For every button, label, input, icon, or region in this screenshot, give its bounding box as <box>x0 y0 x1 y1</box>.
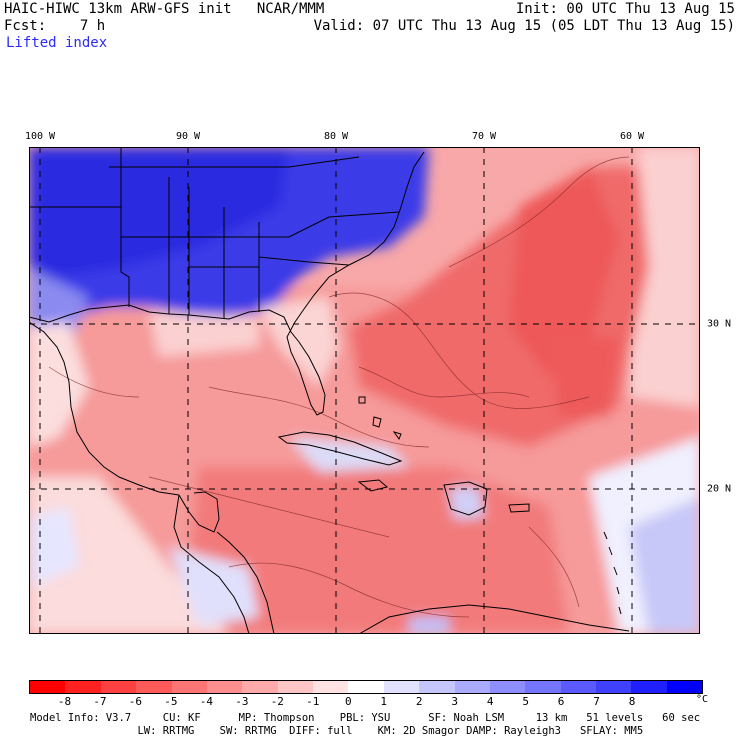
colorbar-tick-label: 3 <box>451 695 458 708</box>
lon-label-90w: 90 W <box>175 131 201 142</box>
colorbar-segment <box>525 681 561 693</box>
colorbar-segment <box>631 681 667 693</box>
colorbar-tick-label: 0 <box>344 695 352 708</box>
lon-label-100w: 100 W <box>24 131 56 142</box>
colorbar-tick-label: -5 <box>164 695 178 708</box>
map-border <box>29 147 700 634</box>
colorbar-tick-label: 5 <box>522 695 529 708</box>
colorbar <box>29 680 703 694</box>
grid-lines <box>29 147 700 634</box>
colorbar-segment <box>313 681 349 693</box>
lat-label-30n: 30 N <box>707 318 732 330</box>
colorbar-segment <box>348 681 384 693</box>
colorbar-segment <box>596 681 632 693</box>
lat-label-20n: 20 N <box>707 483 732 495</box>
colorbar-tick-label: -3 <box>235 695 249 708</box>
model-info-line2: LW: RRTMG SW: RRTMG DIFF: full KM: 2D Sm… <box>30 725 644 737</box>
colorbar-tick-label: 4 <box>486 695 494 708</box>
colorbar-tick-label: -4 <box>199 695 213 708</box>
colorbar-segment <box>666 681 703 693</box>
colorbar-segment <box>489 681 526 693</box>
colorbar-segment <box>454 681 490 693</box>
colorbar-tick-label: 7 <box>593 695 600 708</box>
forecast-hour: Fcst: 7 h <box>4 18 106 34</box>
colorbar-tick-label: 1 <box>380 695 388 708</box>
colorbar-segment <box>206 681 243 693</box>
colorbar-tick-label: -7 <box>93 695 107 708</box>
colorbar-segment <box>171 681 207 693</box>
colorbar-segment <box>100 681 137 693</box>
colorbar-segment <box>65 681 101 693</box>
lon-label-60w: 60 W <box>619 131 645 142</box>
colorbar-tick-label: -8 <box>57 695 72 708</box>
colorbar-unit: °C <box>696 694 709 705</box>
colorbar-segment <box>277 681 313 693</box>
colorbar-segment <box>419 681 455 693</box>
colorbar-segment <box>242 681 278 693</box>
model-title: HAIC-HIWC 13km ARW-GFS init NCAR/MMM <box>4 1 325 17</box>
colorbar-tick-label: 8 <box>628 695 636 708</box>
model-info-line1: Model Info: V3.7 CU: KF MP: Thompson PBL… <box>30 712 701 724</box>
field-shading <box>29 147 700 634</box>
field-name: Lifted index <box>6 35 108 51</box>
li-contours <box>48 156 630 618</box>
colorbar-tick-label: -2 <box>270 695 284 708</box>
lifted-index-map <box>29 147 700 634</box>
colorbar-tick-label: -6 <box>128 695 143 708</box>
lon-label-80w: 80 W <box>323 131 349 142</box>
colorbar-segment <box>383 681 420 693</box>
colorbar-tick-label: 2 <box>415 695 423 708</box>
colorbar-tick-label: -1 <box>306 695 320 708</box>
lon-label-70w: 70 W <box>471 131 497 142</box>
colorbar-segment <box>30 681 66 693</box>
colorbar-segment <box>136 681 172 693</box>
valid-time: Valid: 07 UTC Thu 13 Aug 15 (05 LDT Thu … <box>313 18 735 34</box>
colorbar-segment <box>560 681 596 693</box>
init-time: Init: 00 UTC Thu 13 Aug 15 <box>515 1 735 17</box>
colorbar-tick-label: 6 <box>557 695 565 708</box>
